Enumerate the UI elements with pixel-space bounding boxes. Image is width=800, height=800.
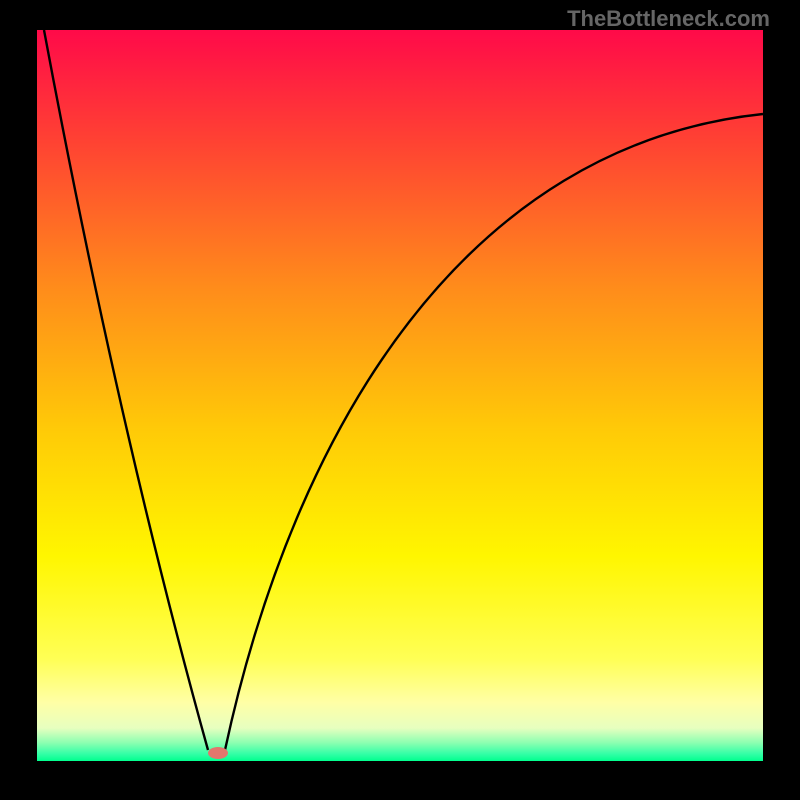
bottleneck-chart-svg [37,30,763,761]
optimum-marker [208,747,228,759]
plot-area [37,30,763,761]
chart-container: TheBottleneck.com [0,0,800,800]
watermark-text: TheBottleneck.com [567,6,770,32]
gradient-background [37,30,763,761]
